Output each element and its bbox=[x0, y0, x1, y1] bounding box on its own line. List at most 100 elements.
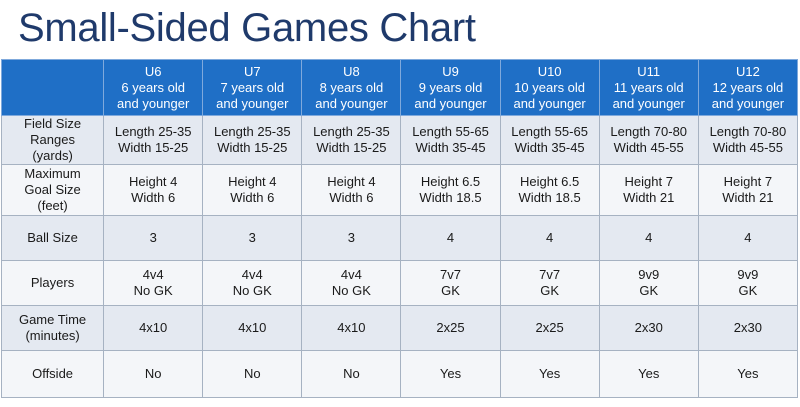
cell-line: Yes bbox=[539, 366, 561, 381]
row-label: (feet) bbox=[37, 198, 68, 213]
table-cell: Height 6.5 Width 18.5 bbox=[400, 164, 501, 216]
header-row: U6 6 years old and younger U7 7 years ol… bbox=[0, 59, 799, 116]
col-desc: and younger bbox=[216, 95, 289, 111]
col-desc: and younger bbox=[414, 95, 487, 111]
cell-line: Width 45-55 bbox=[712, 140, 783, 155]
row-goal-size: Maximum Goal Size (feet) Height 4 Width 6… bbox=[0, 164, 799, 216]
cell-line: GK bbox=[639, 283, 659, 298]
table-cell: 4x10 bbox=[301, 305, 402, 351]
table-cell: 4x10 bbox=[202, 305, 303, 351]
table-cell: Height 7 Width 21 bbox=[697, 164, 799, 216]
table-cell: Length 55-65 Width 35-45 bbox=[499, 115, 600, 165]
cell-line: No GK bbox=[331, 283, 371, 298]
row-label: Maximum bbox=[24, 166, 81, 181]
table-cell: Yes bbox=[400, 350, 501, 398]
cell-line: Width 6 bbox=[230, 190, 275, 205]
table-cell: Length 70-80 Width 45-55 bbox=[598, 115, 699, 165]
cell-line: 4v4 bbox=[241, 267, 263, 282]
table-cell: 2x25 bbox=[400, 305, 501, 351]
cell-line: 4x10 bbox=[337, 320, 366, 335]
cell-line: No GK bbox=[232, 283, 272, 298]
table-cell: 9v9 GK bbox=[598, 260, 699, 306]
cell-line: Length 55-65 bbox=[412, 124, 489, 139]
cell-line: GK bbox=[738, 283, 758, 298]
row-label: Game Time bbox=[18, 312, 87, 327]
cell-line: Width 35-45 bbox=[415, 140, 486, 155]
table-cell: 4x10 bbox=[103, 305, 204, 351]
cell-line: Width 6 bbox=[329, 190, 374, 205]
col-desc: and younger bbox=[117, 95, 190, 111]
cell-line: 9v9 bbox=[638, 267, 660, 282]
row-header-game-time: Game Time (minutes) bbox=[0, 305, 105, 351]
table-cell: 2x30 bbox=[598, 305, 699, 351]
row-field-size: Field Size Ranges (yards) Length 25-35 Wi… bbox=[0, 115, 799, 165]
cell-line: GK bbox=[441, 283, 460, 298]
row-label: (yards) bbox=[32, 148, 73, 163]
page-title: Small-Sided Games Chart bbox=[18, 6, 476, 50]
table-cell: Height 4 Width 6 bbox=[301, 164, 402, 216]
cell-line: Length 55-65 bbox=[511, 124, 588, 139]
table-cell: 4v4 No GK bbox=[103, 260, 204, 306]
col-desc: 8 years old bbox=[319, 79, 384, 95]
cell-line: Length 25-35 bbox=[313, 124, 390, 139]
cell-line: 4 bbox=[744, 230, 752, 245]
cell-line: Width 15-25 bbox=[316, 140, 387, 155]
cell-line: 7v7 bbox=[440, 267, 461, 282]
cell-line: Width 35-45 bbox=[514, 140, 585, 155]
cell-line: Height 6.5 bbox=[519, 174, 580, 189]
table-cell: 3 bbox=[301, 215, 402, 261]
cell-line: Height 7 bbox=[624, 174, 673, 189]
table-cell: Height 4 Width 6 bbox=[202, 164, 303, 216]
table-cell: 7v7 GK bbox=[400, 260, 501, 306]
cell-line: 3 bbox=[149, 230, 157, 245]
col-age: U11 bbox=[637, 63, 661, 79]
col-header-u6: U6 6 years old and younger bbox=[103, 59, 204, 116]
col-age: U12 bbox=[735, 63, 760, 79]
col-age: U6 bbox=[144, 63, 162, 79]
row-header-players: Players bbox=[0, 260, 105, 306]
cell-line: Height 7 bbox=[723, 174, 773, 189]
row-players: Players 4v4 No GK 4v4 No GK 4v4 No GK 7v7 GK… bbox=[0, 260, 799, 306]
table-cell: 4 bbox=[697, 215, 799, 261]
table-cell: 3 bbox=[202, 215, 303, 261]
table-cell: 2x25 bbox=[499, 305, 600, 351]
col-desc: 9 years old bbox=[418, 79, 483, 95]
table-cell: No bbox=[301, 350, 402, 398]
row-label: Ball Size bbox=[27, 230, 78, 245]
row-label: Players bbox=[30, 275, 75, 290]
col-age: U8 bbox=[343, 63, 360, 79]
row-header-offside: Offside bbox=[0, 350, 105, 398]
cell-line: Height 4 bbox=[228, 174, 277, 189]
cell-line: Height 6.5 bbox=[420, 174, 481, 189]
col-desc: 11 years old bbox=[613, 79, 684, 95]
table-cell: 4 bbox=[598, 215, 699, 261]
cell-line: 2x30 bbox=[733, 320, 762, 335]
table-cell: Length 70-80 Width 45-55 bbox=[697, 115, 799, 165]
cell-line: Width 21 bbox=[623, 190, 675, 205]
cell-line: Length 25-35 bbox=[114, 124, 192, 139]
row-label: Offside bbox=[32, 366, 74, 381]
table-cell: Height 7 Width 21 bbox=[598, 164, 699, 216]
col-desc: and younger bbox=[315, 95, 388, 111]
cell-line: No GK bbox=[133, 283, 173, 298]
table-cell: No bbox=[103, 350, 204, 398]
col-desc: and younger bbox=[612, 95, 685, 111]
row-game-time: Game Time (minutes) 4x10 4x10 4x10 2x25 … bbox=[0, 305, 799, 351]
col-desc: 6 years old bbox=[121, 79, 185, 95]
cell-line: 4 bbox=[546, 230, 554, 245]
row-label: Ranges bbox=[30, 132, 75, 147]
table-cell: 3 bbox=[103, 215, 204, 261]
table-cell: 7v7 GK bbox=[499, 260, 600, 306]
cell-line: 4v4 bbox=[340, 267, 362, 282]
cell-line: Width 45-55 bbox=[613, 140, 684, 155]
table-cell: Length 25-35 Width 15-25 bbox=[103, 115, 204, 165]
table-cell: Height 6.5 Width 18.5 bbox=[499, 164, 600, 216]
cell-line: 3 bbox=[347, 230, 356, 245]
cell-line: 4v4 bbox=[142, 267, 164, 282]
row-header-field-size: Field Size Ranges (yards) bbox=[0, 115, 105, 165]
table-cell: Yes bbox=[598, 350, 699, 398]
cell-line: 3 bbox=[248, 230, 256, 245]
col-desc: and younger bbox=[711, 95, 785, 111]
cell-line: No bbox=[243, 366, 261, 381]
col-header-u7: U7 7 years old and younger bbox=[202, 59, 303, 116]
